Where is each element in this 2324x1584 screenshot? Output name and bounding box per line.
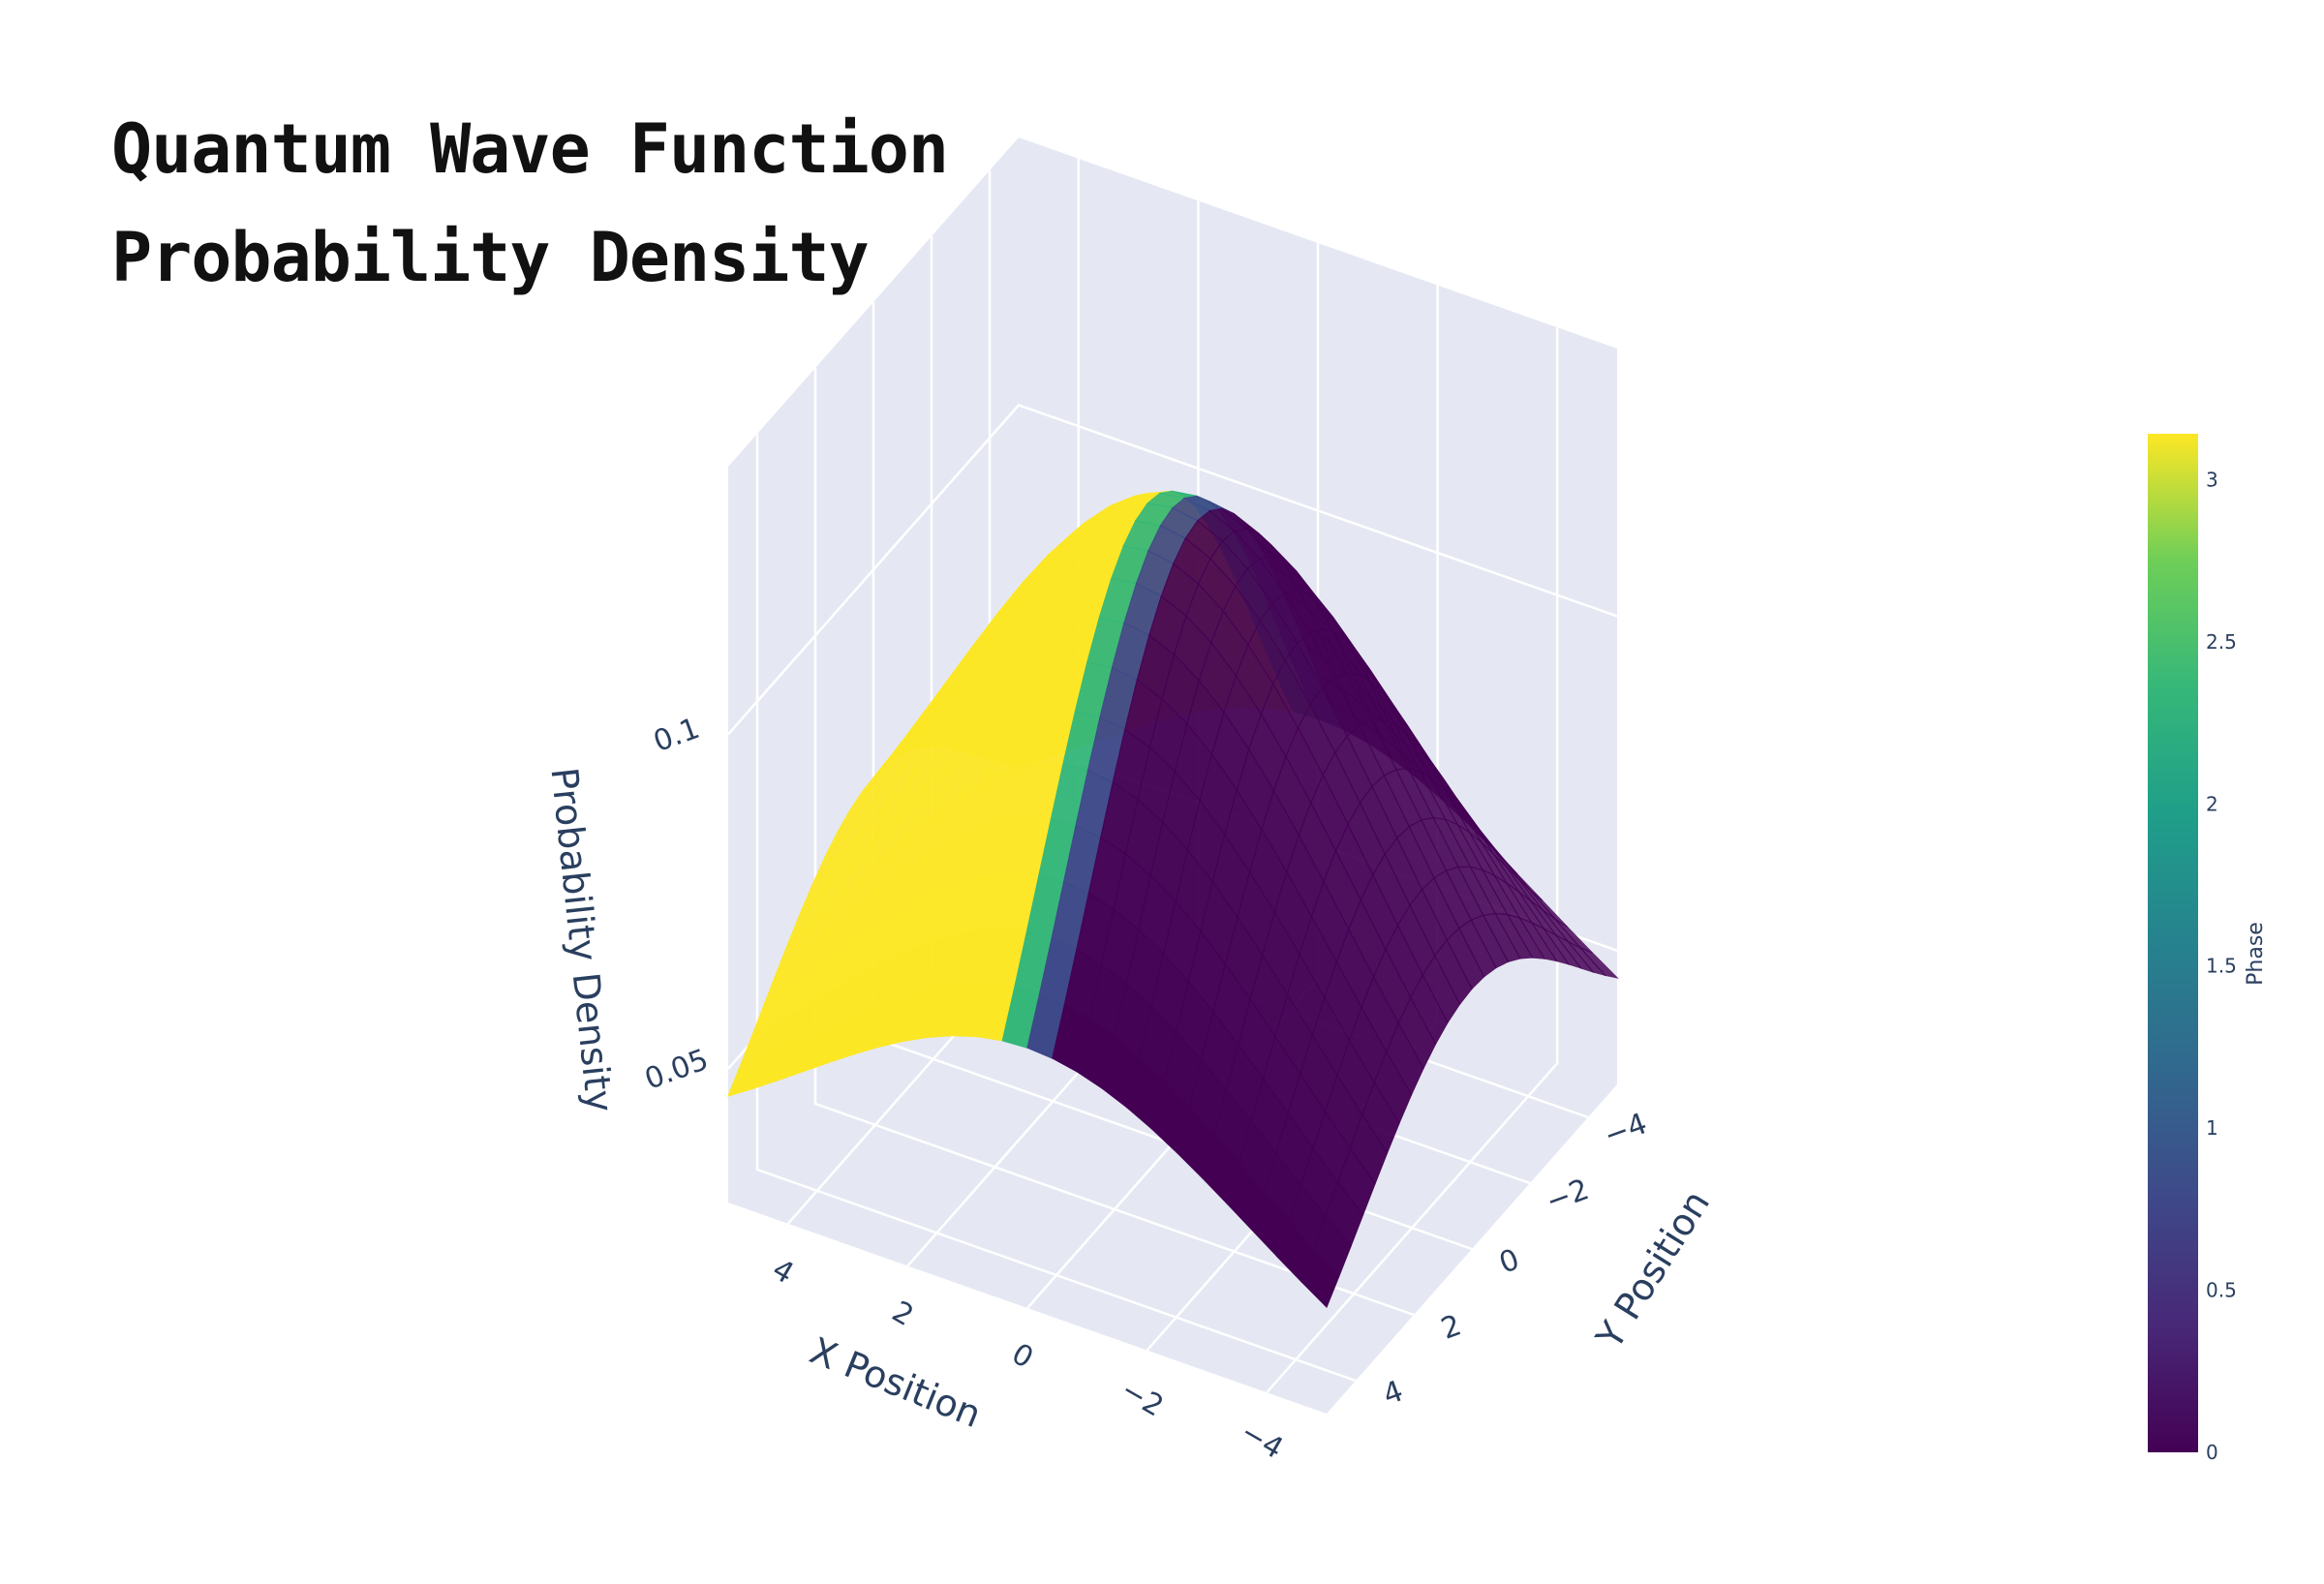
x-axis-title: X Position [804, 1329, 987, 1437]
y-tick-label: 4 [1379, 1374, 1408, 1412]
colorbar-tick-label: 1.5 [2206, 955, 2237, 978]
colorbar-tick-label: 2 [2206, 792, 2218, 815]
colorbar: 0 0.5 1 1.5 2 2.5 3 Phase [2148, 434, 2268, 1464]
grid-line-y [755, 434, 1357, 1383]
colorbar-tick-label: 2.5 [2206, 630, 2237, 654]
z-axis-title: Probability Density [542, 766, 621, 1114]
x-tick-label: −2 [1115, 1373, 1169, 1423]
y-tick-label: 0 [1495, 1242, 1524, 1280]
x-tick-label: 4 [767, 1253, 800, 1292]
surface-cell [1300, 1248, 1340, 1308]
y-axis-title: Y Position [1587, 1183, 1718, 1357]
colorbar-tick-label: 3 [2206, 468, 2218, 491]
y-tick-label: −2 [1542, 1173, 1594, 1219]
chart-title-line-2: Probability Density [111, 218, 870, 297]
x-tick-label: 0 [1006, 1337, 1039, 1376]
colorbar-tick-label: 0.5 [2206, 1279, 2237, 1302]
x-tick-label: 2 [886, 1295, 919, 1333]
colorbar-gradient [2148, 434, 2198, 1452]
grid-line-x [1266, 327, 1559, 1394]
x-tick-label: −4 [1235, 1416, 1289, 1466]
grid-line-y [813, 368, 1415, 1317]
colorbar-tick-label: 1 [2206, 1116, 2218, 1140]
y-tick-label: −4 [1600, 1107, 1652, 1153]
surface [726, 490, 1619, 1308]
z-tick-label: 0.1 [649, 712, 704, 759]
chart-title-line-1: Quantum Wave Function [111, 109, 949, 189]
y-tick-label: 2 [1437, 1308, 1466, 1346]
colorbar-tick-label: 0 [2206, 1441, 2218, 1464]
grid-line-z [727, 403, 1618, 736]
z-tick-label: 0.05 [640, 1043, 713, 1097]
chart-title: Quantum Wave Function Probability Densit… [111, 95, 949, 312]
colorbar-title: Phase [2244, 922, 2268, 986]
